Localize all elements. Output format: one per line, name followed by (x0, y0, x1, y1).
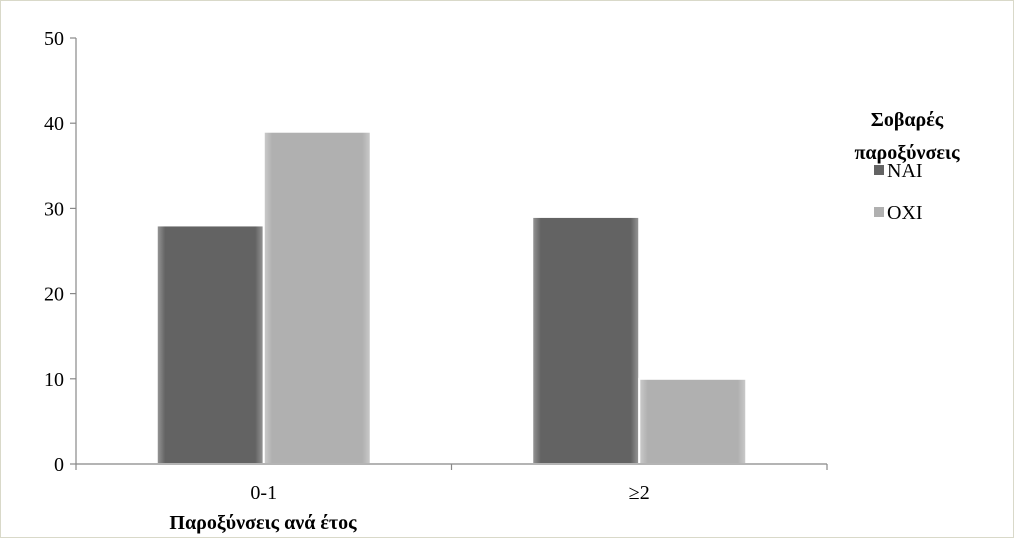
bar-shade (156, 225, 264, 464)
legend-label: ΝΑΙ (887, 160, 923, 182)
bars-layer (155, 130, 748, 465)
legend-label: ΟΧΙ (887, 202, 923, 224)
legend-swatch (874, 165, 884, 175)
x-axis-title: Παροξύνσεις ανά έτος (169, 512, 357, 534)
legend-title-line-1: Σοβαρές (871, 109, 944, 131)
bar (155, 224, 265, 465)
y-tick-label: 20 (44, 284, 64, 306)
legend: Σοβαρές παροξύνσεις ΝΑΙ ΟΧΙ (854, 109, 960, 224)
y-tick-label: 30 (44, 198, 64, 220)
legend-items: ΝΑΙ ΟΧΙ (874, 160, 923, 224)
y-tick-label: 10 (44, 369, 64, 391)
x-ticks: 0-1 ≥2 (75, 464, 828, 504)
bar (531, 215, 641, 465)
y-tick-label: 40 (44, 113, 64, 135)
bar (638, 377, 748, 465)
bar-shade (532, 216, 640, 464)
bar (262, 130, 372, 465)
bar-shade (639, 378, 747, 464)
legend-swatch (874, 207, 884, 217)
x-tick-label: 0-1 (250, 482, 277, 504)
x-tick-label: ≥2 (629, 482, 650, 504)
y-ticks: 0 10 20 30 40 50 (44, 28, 76, 476)
y-tick-label: 0 (54, 454, 64, 476)
legend-title-line-2: παροξύνσεις (854, 142, 960, 164)
y-tick-label: 50 (44, 28, 64, 50)
bar-shade (263, 131, 371, 464)
